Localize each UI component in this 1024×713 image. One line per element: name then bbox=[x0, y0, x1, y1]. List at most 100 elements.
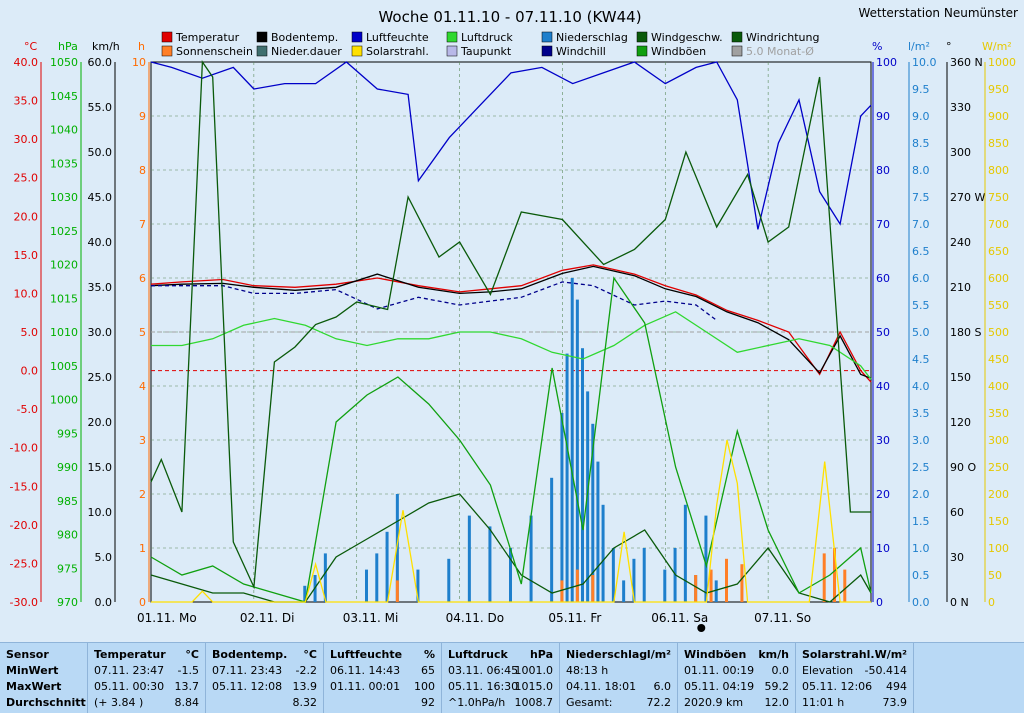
axis-tick-label: 4.5 bbox=[912, 353, 930, 366]
legend-swatch bbox=[446, 31, 458, 43]
bar bbox=[565, 353, 569, 602]
legend-label: Windböen bbox=[651, 45, 706, 58]
stats-row: 2020.9 km 12.0 bbox=[684, 696, 789, 709]
stats-header: Windböen km/h bbox=[684, 648, 789, 661]
axis-tick-label: 850 bbox=[988, 137, 1009, 150]
axis-tick-label: 2.0 bbox=[912, 488, 930, 501]
legend-label: Luftdruck bbox=[461, 31, 513, 44]
axis-tick-label: 30.0 bbox=[14, 133, 39, 146]
stats-row: 48:13 h bbox=[566, 664, 609, 677]
axis-tick-label: 970 bbox=[57, 596, 78, 609]
axis-tick-label: 210 bbox=[950, 281, 971, 294]
axis-tick-label: 0 bbox=[876, 596, 883, 609]
axis-tick-label: 6 bbox=[139, 272, 146, 285]
bar bbox=[596, 461, 600, 602]
axis-tick-label: 40.0 bbox=[14, 56, 39, 69]
axis-tick-label: 2.5 bbox=[912, 461, 930, 474]
axis-tick-label: 60 bbox=[950, 506, 964, 519]
legend-label: 5.0 Monat-Ø bbox=[746, 45, 814, 58]
legend-swatch bbox=[731, 45, 743, 57]
x-tick-label: 02.11. Di bbox=[240, 611, 295, 625]
axis-tick-label: -25.0 bbox=[10, 557, 38, 570]
axis-tick-label: 30 bbox=[876, 434, 890, 447]
stats-header: Luftfeuchte% bbox=[330, 648, 435, 661]
bar bbox=[375, 553, 379, 602]
axis-tick-label: 8.0 bbox=[912, 164, 930, 177]
bar bbox=[709, 569, 713, 602]
axis-tick-label: 300 bbox=[988, 434, 1009, 447]
legend-label: Windgeschw. bbox=[651, 31, 723, 44]
bar bbox=[601, 504, 605, 602]
axis-tick-label: 400 bbox=[988, 380, 1009, 393]
series-line bbox=[151, 311, 872, 380]
axis-tick-label: 995 bbox=[57, 427, 78, 440]
axis-tick-label: 330 bbox=[950, 101, 971, 114]
stats-row: 06.11. 14:43 65 bbox=[330, 664, 435, 677]
axis-tick-label: 975 bbox=[57, 562, 78, 575]
stats-column: Solarstrahl. W/m² Elevation -50.414 05.11. 1… bbox=[796, 643, 914, 713]
axis-tick-label: 1015 bbox=[50, 292, 78, 305]
bar bbox=[663, 569, 667, 602]
series-line bbox=[150, 60, 871, 590]
bar bbox=[550, 477, 554, 602]
axis-tick-label: 0 bbox=[988, 596, 995, 609]
axis-tick-label: 10.0 bbox=[912, 56, 937, 69]
axis-tick-label: 980 bbox=[57, 529, 78, 542]
axis-unit: km/h bbox=[92, 40, 120, 53]
axis-tick-label: 700 bbox=[988, 218, 1009, 231]
axis-tick-label: 1010 bbox=[50, 326, 78, 339]
axis-tick-label: 750 bbox=[988, 191, 1009, 204]
legend-swatch bbox=[636, 31, 648, 43]
axis-tick-label: 40.0 bbox=[88, 236, 113, 249]
stats-column: Niederschlag l/m² 48:13 h 04.11. 18:01 6.0 Ge… bbox=[560, 643, 678, 713]
axes: °C40.035.030.025.020.015.010.05.00.0-5.0… bbox=[10, 40, 1016, 609]
chart-title: Woche 01.11.10 - 07.11.10 (KW44) bbox=[378, 8, 641, 26]
axis-tick-label: 985 bbox=[57, 495, 78, 508]
legend-swatch bbox=[541, 31, 553, 43]
bar bbox=[575, 299, 579, 602]
axis-tick-label: 30.0 bbox=[88, 326, 113, 339]
bar bbox=[560, 413, 564, 602]
axis-tick-label: 150 bbox=[988, 515, 1009, 528]
legend-swatch bbox=[256, 45, 268, 57]
axis-tick-label: 25.0 bbox=[88, 371, 113, 384]
bar bbox=[725, 558, 728, 602]
stats-row: 01.11. 00:01 100 bbox=[330, 680, 435, 693]
bar bbox=[591, 575, 595, 602]
bar bbox=[843, 569, 847, 602]
axis-tick-label: 30 bbox=[950, 551, 964, 564]
bar bbox=[560, 580, 564, 602]
x-tick-label: 03.11. Mi bbox=[343, 611, 399, 625]
axis-tick-label: 0.0 bbox=[21, 365, 39, 378]
axis-tick-label: 200 bbox=[988, 488, 1009, 501]
axis-tick-label: 0 bbox=[139, 596, 146, 609]
legend-swatch bbox=[351, 45, 363, 57]
axis-tick-label: 1 bbox=[139, 542, 146, 555]
bar bbox=[570, 278, 574, 602]
axis-tick-label: 80 bbox=[876, 164, 890, 177]
bar bbox=[467, 515, 471, 602]
axis-tick-label: 900 bbox=[988, 110, 1009, 123]
x-tick-label: 01.11. Mo bbox=[137, 611, 197, 625]
axis-tick-label: 90 bbox=[876, 110, 890, 123]
bar bbox=[642, 548, 646, 602]
x-tick-label: 04.11. Do bbox=[446, 611, 505, 625]
stats-column: Sensor MinWert MaxWert Durchschnitt bbox=[0, 643, 88, 713]
legend-swatch bbox=[731, 31, 743, 43]
stats-header: Solarstrahl. W/m² bbox=[802, 648, 907, 661]
x-tick-label: 06.11. Sa bbox=[651, 611, 708, 625]
axis-tick-label: 0 N bbox=[950, 596, 969, 609]
axis-tick-label: 150 bbox=[950, 371, 971, 384]
x-tick-label: 07.11. So bbox=[754, 611, 811, 625]
axis-tick-label: 10 bbox=[132, 56, 146, 69]
bar bbox=[611, 548, 615, 602]
bar bbox=[395, 580, 399, 602]
axis-tick-label: 15.0 bbox=[14, 249, 39, 262]
axis-tick-label: 0.0 bbox=[912, 596, 930, 609]
stats-row: 05.11. 16:30 1015.0 bbox=[448, 680, 553, 693]
axis-tick-label: 10.0 bbox=[88, 506, 113, 519]
axis-tick-label: 120 bbox=[950, 416, 971, 429]
axis-tick-label: 10.0 bbox=[14, 287, 39, 300]
stats-table: Sensor MinWert MaxWert Durchschnitt Temperat… bbox=[0, 642, 1024, 713]
stats-header: Bodentemp. °C bbox=[212, 648, 317, 661]
